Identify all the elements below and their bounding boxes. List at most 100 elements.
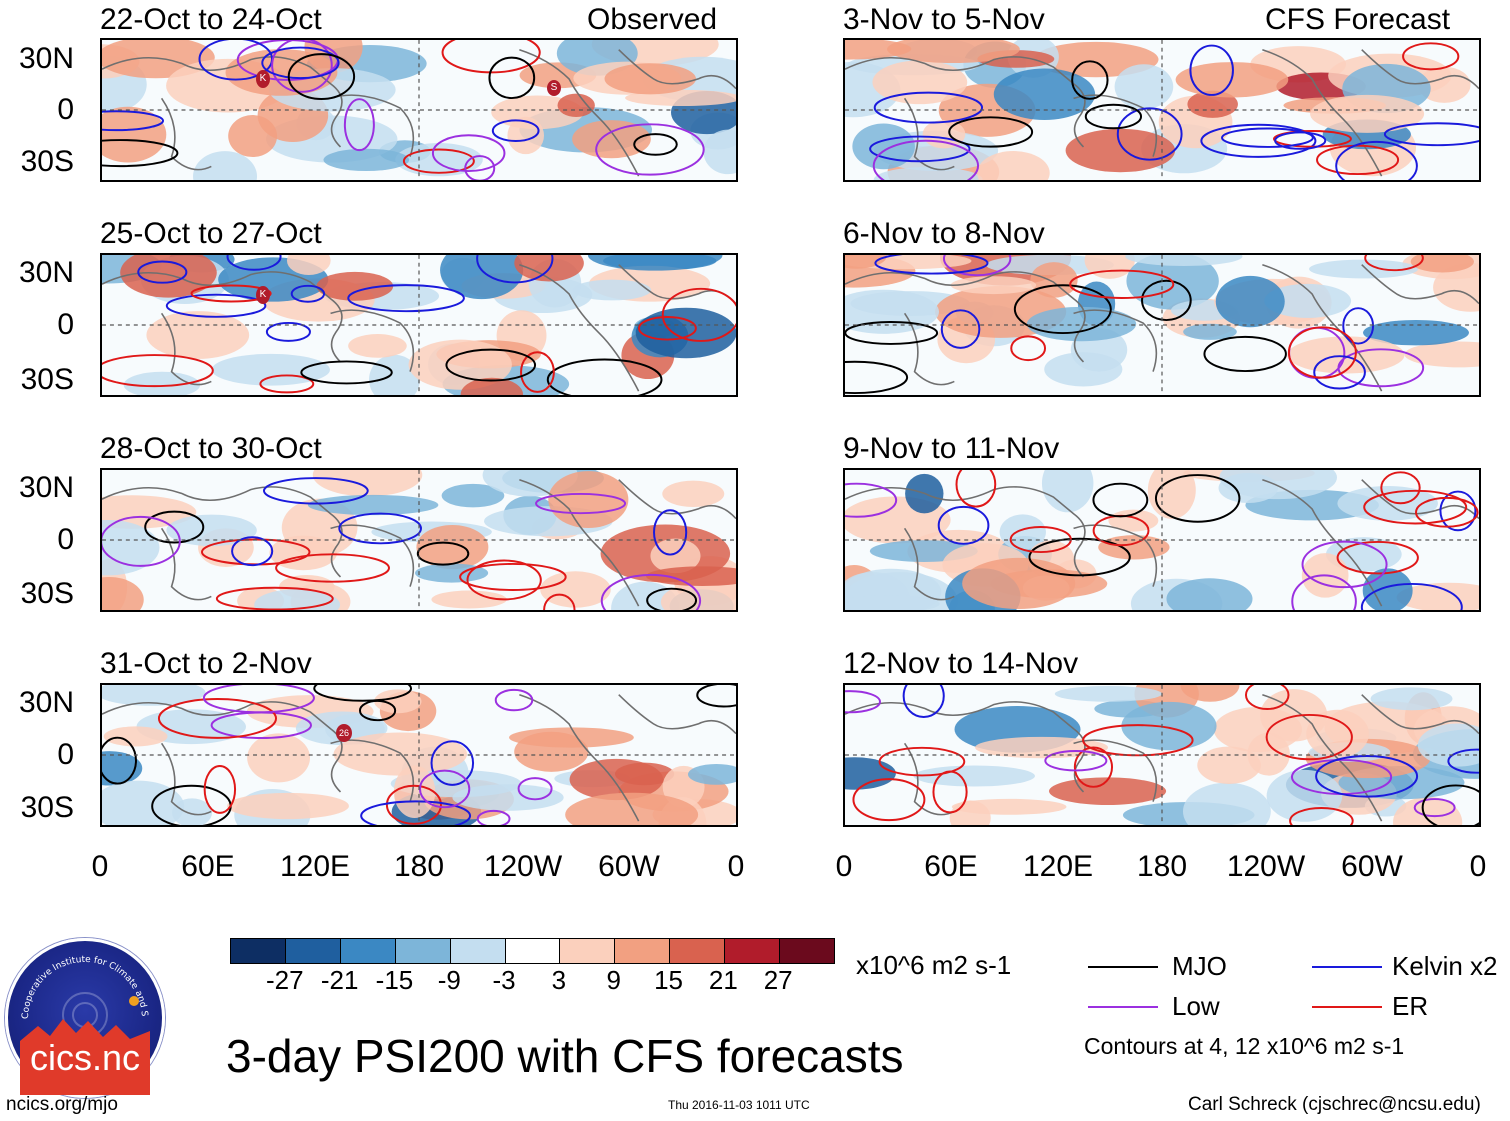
- contour-line: [520, 351, 555, 393]
- contour-line: [1313, 355, 1366, 390]
- coastline: [1073, 739, 1158, 802]
- contour-line: [287, 53, 356, 100]
- positive-anomaly: [1287, 336, 1405, 374]
- contour-line: [430, 740, 475, 786]
- footer-link[interactable]: ncics.org/mjo: [6, 1094, 118, 1115]
- colorbar-swatch: [449, 939, 505, 963]
- contour-line: [202, 685, 315, 714]
- contour-line: [261, 46, 340, 80]
- negative-anomaly: [852, 123, 915, 170]
- contour-line: [1415, 496, 1479, 528]
- panel-title-1: 22-Oct to 24-Oct: [100, 3, 322, 36]
- contour-line: [343, 98, 375, 152]
- contour-line: [937, 505, 990, 545]
- positive-anomaly: [1433, 262, 1479, 312]
- contour-line: [633, 133, 678, 156]
- ytick-0: 0: [57, 308, 74, 341]
- positive-anomaly: [431, 590, 507, 609]
- contour-line: [543, 593, 576, 610]
- xtick-0-end: 0: [1469, 850, 1487, 883]
- coastline: [903, 742, 955, 816]
- map-svg: [102, 40, 736, 180]
- positive-anomaly: [557, 93, 595, 117]
- contour-line: [137, 260, 188, 284]
- negative-anomaly: [913, 765, 1036, 787]
- negative-anomaly: [102, 685, 206, 706]
- positive-anomaly: [1197, 746, 1261, 784]
- contour-line: [102, 515, 181, 567]
- contour-line: [102, 110, 164, 132]
- coastline: [903, 527, 955, 601]
- negative-anomaly: [172, 798, 212, 825]
- contour-line: [416, 541, 470, 566]
- contour-line: [1244, 685, 1290, 710]
- contour-line: [1221, 127, 1314, 148]
- contour-line: [845, 360, 909, 395]
- footer-author: Carl Schreck (cjschrec@ncsu.edu): [1188, 1094, 1481, 1115]
- positive-anomaly: [1147, 470, 1196, 519]
- map-svg: [845, 470, 1479, 610]
- colorbar-swatch: [231, 939, 285, 963]
- legend-label-mjo: MJO: [1172, 951, 1227, 981]
- contour-line: [1010, 335, 1047, 362]
- colorbar-swatch: [339, 939, 395, 963]
- logo-text: cics.nc: [30, 1037, 141, 1078]
- map-panel-1: [100, 38, 738, 182]
- contour-line: [1316, 144, 1400, 176]
- contour-line: [1342, 307, 1375, 345]
- storm-marker: S: [547, 80, 561, 96]
- colorbar-swatch: [614, 939, 670, 963]
- coastline: [160, 97, 212, 171]
- negative-anomaly: [1219, 470, 1337, 500]
- positive-anomaly: [950, 276, 1037, 295]
- positive-anomaly: [977, 151, 1050, 180]
- contour-line: [1336, 540, 1419, 575]
- contour-line: [1402, 42, 1460, 71]
- xtick-0-end: 0: [727, 850, 745, 883]
- coastline: [160, 742, 212, 816]
- contour-line: [226, 255, 282, 271]
- positive-anomaly: [509, 727, 634, 748]
- xtick-180: 180: [1136, 850, 1188, 883]
- positive-anomaly: [1410, 255, 1474, 273]
- legend-label-low: Low: [1172, 991, 1220, 1021]
- colorbar-label: 21: [708, 965, 738, 995]
- negative-anomaly: [1041, 470, 1094, 513]
- contour-line: [873, 91, 984, 124]
- panel-title-7: 9-Nov to 11-Nov: [843, 432, 1060, 465]
- positive-anomaly: [312, 470, 423, 497]
- svg-text:Cooperative Institute for Clim: Cooperative Institute for Climate and Sa…: [8, 941, 149, 1019]
- cics-logo: Cooperative Institute for Climate and Sa…: [5, 938, 165, 1098]
- coastline: [845, 56, 1086, 148]
- negative-anomaly: [102, 751, 143, 786]
- map-panel-7: [843, 468, 1481, 612]
- contour-line: [1154, 474, 1241, 523]
- contour-line: [1200, 123, 1317, 158]
- contour-line: [165, 293, 267, 318]
- contour-line: [459, 562, 567, 591]
- colorbar-label: 27: [763, 965, 793, 995]
- contour-line: [102, 736, 137, 785]
- contour-line: [1265, 713, 1353, 761]
- colorbar-swatch: [394, 939, 450, 963]
- contour-line: [942, 255, 1012, 277]
- negative-anomaly: [1182, 782, 1271, 825]
- contour-line: [445, 348, 537, 382]
- negative-anomaly: [873, 166, 983, 180]
- storm-marker: 26: [336, 724, 352, 742]
- map-panel-4: [100, 683, 738, 827]
- positive-anomaly: [102, 495, 197, 529]
- negative-anomaly: [452, 784, 564, 811]
- negative-anomaly: [703, 129, 736, 175]
- coastline: [1262, 263, 1383, 392]
- coastline: [618, 694, 736, 735]
- negative-anomaly: [193, 151, 258, 180]
- map-panel-8: [843, 683, 1481, 827]
- contour-line: [1116, 107, 1183, 161]
- coastline: [160, 312, 212, 386]
- negative-anomaly: [993, 68, 1096, 121]
- map-panel-6: [843, 253, 1481, 397]
- contour-line: [1028, 537, 1131, 577]
- contour-line: [360, 800, 472, 825]
- colorbar-swatch: [724, 939, 780, 963]
